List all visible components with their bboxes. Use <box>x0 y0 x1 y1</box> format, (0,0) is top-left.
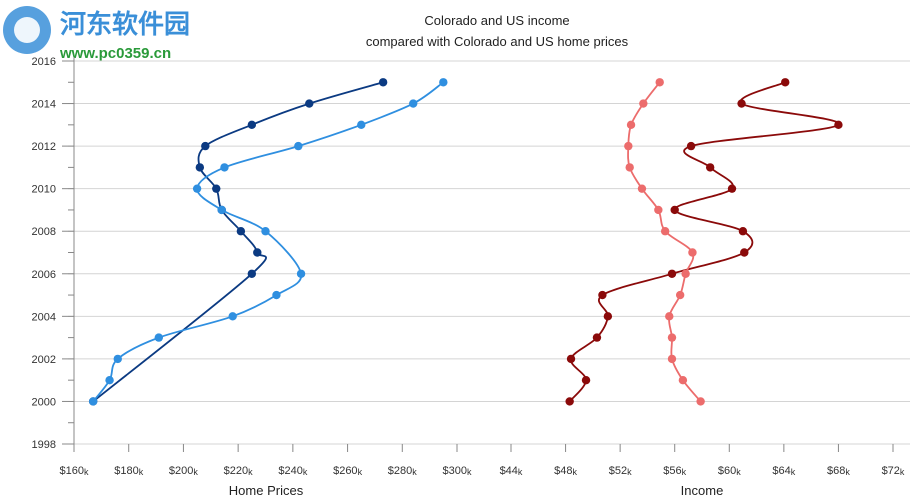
data-point <box>738 227 748 236</box>
data-point <box>625 163 634 172</box>
y-tick-label: 1998 <box>32 439 56 451</box>
data-point <box>294 141 303 151</box>
data-point <box>654 205 663 215</box>
y-tick-label: 2000 <box>32 396 56 408</box>
data-point <box>705 163 715 172</box>
data-point <box>834 120 843 130</box>
x-tick-label: $220k <box>224 465 253 477</box>
data-point <box>566 354 576 364</box>
data-point <box>678 375 688 385</box>
y-tick-label: 2006 <box>32 269 56 281</box>
data-point <box>670 205 679 215</box>
data-point <box>88 397 98 406</box>
x-tick-label: $56k <box>663 465 686 477</box>
data-point <box>639 99 648 108</box>
x-tick-label: $160k <box>60 465 89 477</box>
data-point <box>667 354 677 364</box>
data-point <box>665 312 674 321</box>
data-point <box>113 354 122 364</box>
data-point <box>247 120 257 130</box>
data-point <box>195 163 205 172</box>
data-point <box>201 141 210 151</box>
x-tick-label: $72k <box>882 465 905 477</box>
data-point <box>626 120 636 130</box>
x-tick-label: $44k <box>500 465 523 477</box>
x-tick-label: $300k <box>443 465 472 477</box>
y-axis: 1998 2000 2002 2004 2006 2008 2010 2012 2014 2016 <box>32 56 75 452</box>
data-point <box>154 333 164 342</box>
watermark-url: www.pc0359.cn <box>59 45 171 62</box>
y-tick-label: 2016 <box>32 56 56 68</box>
chart-title-line-1: Colorado and US income <box>424 13 569 28</box>
data-point <box>247 269 257 278</box>
x-tick-label: $240k <box>278 465 307 477</box>
y-tick-label: 2008 <box>32 226 56 238</box>
data-point <box>655 78 664 87</box>
data-point <box>603 312 613 321</box>
x-tick-label: $48k <box>554 465 577 477</box>
data-point <box>192 184 202 193</box>
data-point <box>727 184 737 193</box>
x-tick-label: $260k <box>333 465 362 477</box>
data-point <box>439 78 448 87</box>
series-line-colorado-home-prices <box>92 81 384 403</box>
data-point <box>660 227 670 236</box>
data-point <box>581 375 591 385</box>
data-point <box>305 99 314 108</box>
y-tick-label: 2004 <box>32 311 56 323</box>
y-tick-label: 2010 <box>32 184 56 196</box>
data-point <box>740 248 749 257</box>
data-point <box>781 78 790 87</box>
data-point <box>236 227 246 236</box>
x-tick-label: $280k <box>388 465 417 477</box>
watermark-logo-inner-icon <box>14 17 40 43</box>
x-tick-label: $64k <box>772 465 795 477</box>
x-axis-label-income: Income <box>681 483 724 498</box>
data-point <box>675 290 685 300</box>
data-point <box>228 312 237 321</box>
y-tick-label: 2012 <box>32 141 56 153</box>
watermark: 河东软件园 www.pc0359.cn <box>3 6 190 62</box>
data-point <box>681 269 690 278</box>
chart-title-line-2: compared with Colorado and US home price… <box>366 34 629 49</box>
x-tick-label: $52k <box>609 465 632 477</box>
data-point <box>220 163 229 172</box>
data-point <box>637 184 647 193</box>
data-point <box>592 333 602 342</box>
x-axis-label-home-prices: Home Prices <box>229 483 304 498</box>
data-point <box>696 397 705 406</box>
panel-income: $44k $48k $52k $56k $60k $64k $68k $72k <box>500 78 905 477</box>
data-point <box>688 248 697 257</box>
y-tick-label: 2002 <box>32 354 56 366</box>
data-point <box>667 269 677 278</box>
data-point <box>105 375 114 385</box>
x-tick-label: $180k <box>114 465 143 477</box>
data-point <box>686 141 696 151</box>
data-point <box>357 120 366 130</box>
data-point <box>253 248 262 257</box>
x-tick-label: $200k <box>169 465 198 477</box>
watermark-name: 河东软件园 <box>60 9 190 39</box>
data-point <box>737 99 746 108</box>
data-point <box>624 141 633 151</box>
data-point <box>272 290 281 300</box>
series-line-us-income <box>627 81 702 402</box>
y-tick-label: 2014 <box>32 99 56 111</box>
data-point <box>296 269 306 278</box>
series-line-us-home-prices <box>92 81 444 402</box>
data-point <box>378 78 388 87</box>
data-point <box>565 397 574 406</box>
data-point <box>598 290 607 300</box>
data-point <box>667 333 677 342</box>
data-point <box>409 99 418 108</box>
x-tick-label: $60k <box>718 465 741 477</box>
x-tick-label: $68k <box>827 465 850 477</box>
series-line-colorado-income <box>568 81 840 402</box>
grid-layer <box>68 60 910 445</box>
data-point <box>212 184 221 193</box>
data-point <box>217 205 226 215</box>
panel-home-prices: $160k $180k $200k $220k $240k $260k $280k $300k <box>60 78 472 477</box>
data-point <box>261 227 270 236</box>
